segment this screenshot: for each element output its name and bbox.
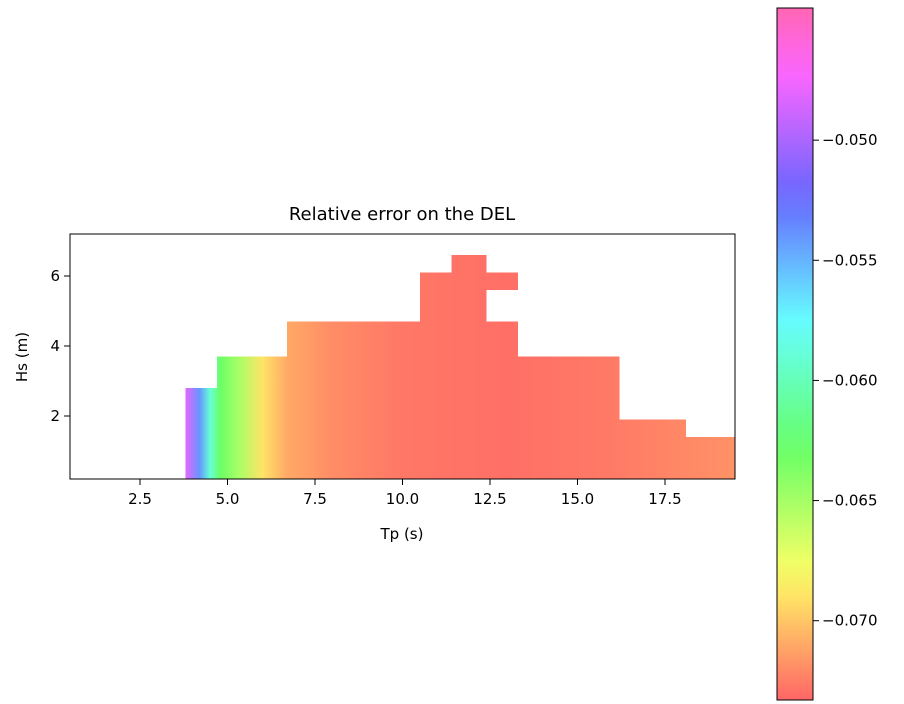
y-tick-label: 6 xyxy=(50,267,60,285)
colorbar-frame xyxy=(776,7,814,701)
colorbar-tick-label: −0.055 xyxy=(822,251,878,269)
x-tick-label: 7.5 xyxy=(303,490,327,508)
chart-title: Relative error on the DEL xyxy=(289,204,515,225)
x-tick-label: 15.0 xyxy=(561,490,594,508)
colorbar-tick-label: −0.065 xyxy=(822,492,878,510)
y-axis: 2 4 6 xyxy=(50,267,70,425)
heatmap-fill xyxy=(185,255,735,479)
colorbar-ticks: −0.050 −0.055 −0.060 −0.065 −0.070 xyxy=(813,131,878,630)
x-tick-label: 5.0 xyxy=(216,490,240,508)
colorbar: −0.050 −0.055 −0.060 −0.065 −0.070 xyxy=(776,7,878,701)
colorbar-fill xyxy=(777,8,813,700)
y-tick-label: 4 xyxy=(50,337,60,355)
y-tick-label: 2 xyxy=(50,407,60,425)
x-tick-label: 17.5 xyxy=(648,490,681,508)
x-tick-label: 12.5 xyxy=(473,490,506,508)
heatmap-area xyxy=(185,255,735,479)
colorbar-tick-label: −0.050 xyxy=(822,131,878,149)
x-axis-label: Tp (s) xyxy=(380,525,424,543)
colorbar-tick-label: −0.060 xyxy=(822,371,878,389)
x-tick-label: 10.0 xyxy=(386,490,419,508)
x-axis: 2.5 5.0 7.5 10.0 12.5 15.0 17.5 xyxy=(128,479,682,508)
colorbar-tick-label: −0.070 xyxy=(822,612,878,630)
y-axis-label: Hs (m) xyxy=(13,332,31,382)
x-tick-label: 2.5 xyxy=(128,490,152,508)
